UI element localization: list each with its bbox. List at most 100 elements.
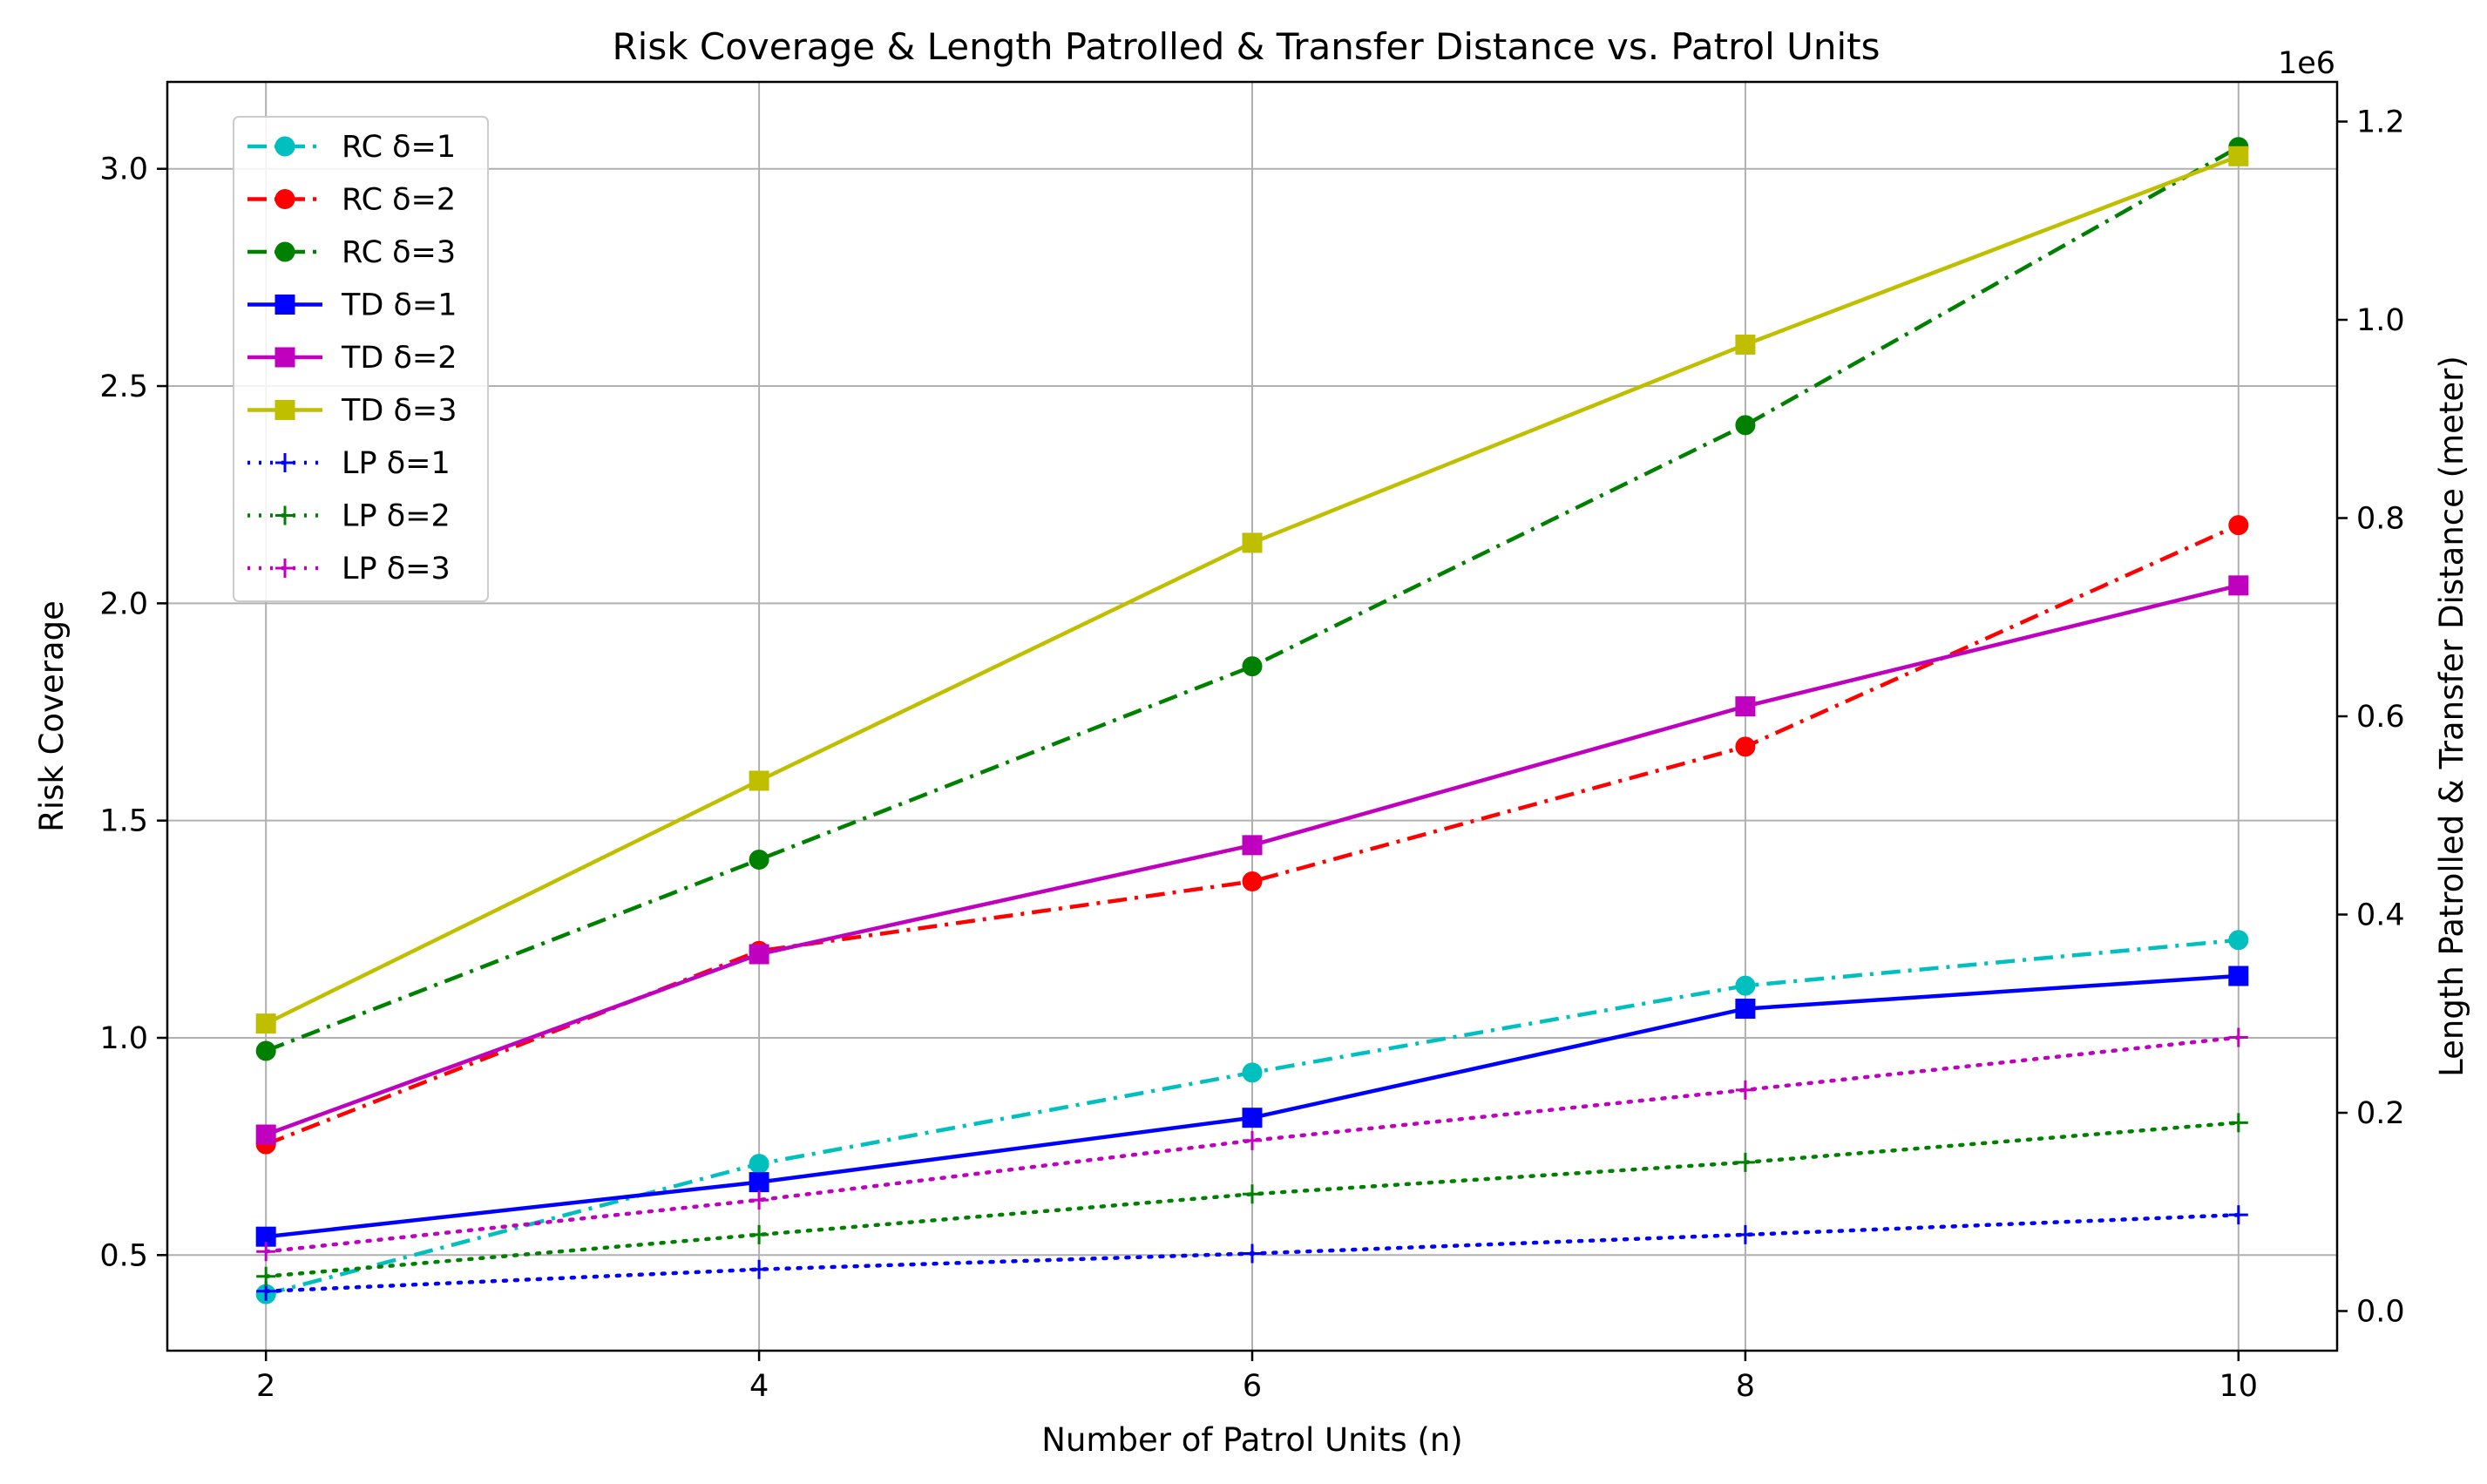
data-point (749, 944, 769, 965)
y2-tick-label: 0.4 (2356, 898, 2405, 933)
y-axis-label: Risk Coverage (33, 600, 71, 832)
legend-item: LP δ=2 (247, 499, 451, 534)
data-point (1242, 835, 1263, 856)
data-point (1735, 696, 1756, 717)
legend-marker (274, 241, 295, 262)
y-tick-label: 2.5 (99, 369, 148, 404)
plot-area (255, 137, 2249, 1304)
legend-marker (275, 505, 295, 525)
data-point (1243, 1130, 1262, 1150)
legend-item: RC δ=2 (247, 183, 456, 218)
legend-marker (274, 189, 295, 209)
axes: 2 4 6 8 10 0.5 1.0 1.5 2.0 2.5 3.0 0.0 0.2 0.4 0.6 0.8 1… (99, 105, 2404, 1405)
data-point (749, 850, 769, 871)
series-5 (255, 575, 2249, 1145)
data-point (749, 1172, 769, 1193)
x-tick-label: 2 (256, 1369, 275, 1404)
legend-marker (274, 136, 295, 157)
y2-tick-label: 0.2 (2356, 1096, 2405, 1131)
chart-title: Risk Coverage & Length Patrolled & Trans… (612, 25, 1880, 68)
data-point (2228, 966, 2249, 986)
y2-tick-label: 0.6 (2356, 700, 2405, 735)
series-line (263, 1035, 2241, 1254)
legend-item: TD δ=2 (247, 341, 457, 376)
series-8 (256, 1113, 2248, 1286)
y2-tick-label: 0.0 (2356, 1295, 2405, 1330)
legend-marker (274, 347, 295, 368)
series-6 (255, 146, 2249, 1034)
data-point (256, 1242, 276, 1262)
y-tick-label: 0.5 (99, 1238, 148, 1273)
series-line (265, 145, 2240, 1053)
y-tick-label: 2.0 (99, 586, 148, 621)
legend-marker (275, 453, 295, 472)
data-point (1735, 334, 1756, 355)
legend-label: RC δ=3 (342, 235, 456, 270)
y2-tick-label: 0.8 (2356, 502, 2405, 537)
data-point (1242, 532, 1263, 553)
data-point (2228, 1205, 2248, 1225)
data-point (2228, 1027, 2248, 1047)
legend-marker (274, 295, 295, 315)
legend-label: LP δ=2 (342, 499, 451, 534)
legend-marker (274, 400, 295, 420)
data-point (2228, 1113, 2248, 1133)
data-point (2228, 575, 2249, 596)
data-point (256, 1266, 276, 1286)
x-tick-label: 6 (1243, 1369, 1262, 1404)
x-tick-label: 10 (2219, 1369, 2259, 1404)
data-point (1242, 1062, 1263, 1083)
series-4 (255, 966, 2249, 1247)
data-point (255, 1040, 276, 1061)
data-point (1243, 1243, 1262, 1264)
data-point (2228, 515, 2249, 536)
legend-marker (275, 559, 295, 578)
data-point (1735, 736, 1756, 757)
y2-axis-label: Length Patrolled & Transfer Distance (me… (2433, 356, 2470, 1077)
data-point (255, 1013, 276, 1034)
data-point (1735, 1080, 1755, 1100)
y-tick-label: 1.0 (99, 1021, 148, 1056)
series-7 (256, 1205, 2248, 1301)
series-9 (256, 1027, 2248, 1262)
legend: RC δ=1 RC δ=2 RC δ=3 TD δ=1 TD δ=2 TD δ=3 LP δ… (233, 116, 489, 602)
data-point (749, 1259, 769, 1279)
data-point (1243, 1184, 1262, 1204)
legend-label: TD δ=2 (341, 341, 457, 376)
data-point (1735, 975, 1756, 996)
legend-item: RC δ=1 (247, 130, 456, 165)
data-point (1735, 415, 1756, 436)
y2-offset-text: 1e6 (2278, 46, 2335, 81)
data-point (749, 1190, 769, 1210)
legend-label: TD δ=1 (341, 288, 457, 323)
data-point (1242, 656, 1263, 677)
legend-label: LP δ=1 (342, 446, 451, 481)
legend-item: TD δ=3 (247, 394, 457, 429)
grid-lines (167, 82, 2337, 1351)
data-point (2228, 930, 2249, 951)
y2-tick-label: 1.2 (2356, 105, 2405, 140)
x-axis-label: Number of Patrol Units (n) (1041, 1421, 1462, 1459)
legend-item: TD δ=1 (247, 288, 457, 323)
data-point (749, 1224, 769, 1244)
y-tick-label: 3.0 (99, 152, 148, 187)
legend-box (233, 116, 489, 602)
legend-label: LP δ=3 (342, 552, 451, 586)
legend-label: TD δ=3 (341, 394, 457, 429)
data-point (1242, 871, 1263, 891)
y2-tick-label: 1.0 (2356, 303, 2405, 338)
data-point (1735, 1224, 1755, 1244)
legend-item: LP δ=1 (247, 446, 451, 481)
data-point (1242, 1108, 1263, 1128)
data-point (749, 1154, 769, 1175)
data-point (749, 770, 769, 791)
data-point (255, 1124, 276, 1145)
legend-label: RC δ=1 (342, 130, 456, 165)
x-tick-label: 8 (1736, 1369, 1755, 1404)
data-point (2228, 146, 2249, 166)
legend-item: LP δ=3 (247, 552, 451, 586)
x-tick-label: 4 (749, 1369, 769, 1404)
data-point (1735, 1152, 1755, 1172)
y-tick-label: 1.5 (99, 804, 148, 839)
